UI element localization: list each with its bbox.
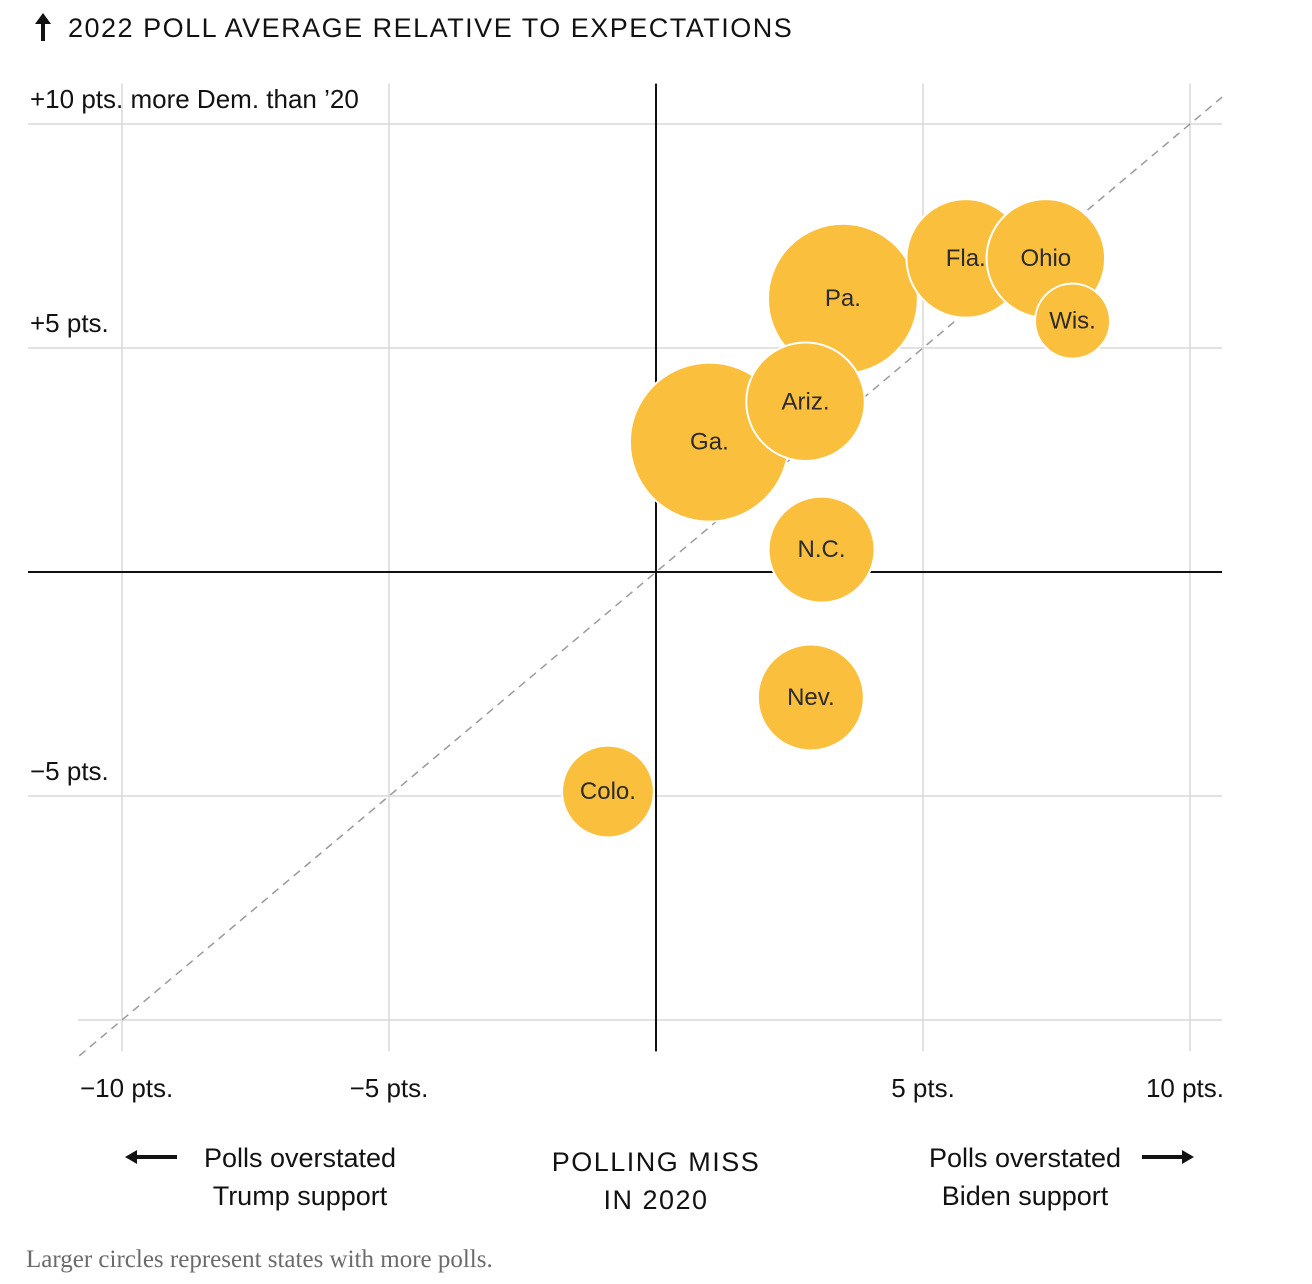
right-annotation-line2: Biden support <box>942 1181 1109 1211</box>
bubble-nc <box>767 495 876 604</box>
x-tick-label: −5 pts. <box>350 1073 429 1103</box>
bubble-label: Pa. <box>825 285 861 312</box>
arrow-left-icon <box>125 1150 177 1164</box>
right-annotation-line1: Polls overstated <box>929 1143 1121 1173</box>
bubble-label: Ariz. <box>782 388 830 415</box>
chart-title: 2022 POLL AVERAGE RELATIVE TO EXPECTATIO… <box>35 13 793 43</box>
bubble-label: Fla. <box>946 245 986 272</box>
footnote: Larger circles represent states with mor… <box>26 1246 493 1273</box>
bubble-nev <box>756 643 865 752</box>
bubble-wis <box>1034 282 1111 360</box>
bubble-label: Ga. <box>690 429 729 456</box>
tick-labels: +10 pts. more Dem. than ’20 +5 pts. −5 pts… <box>30 84 1224 1103</box>
arrow-up-icon <box>35 13 51 41</box>
bubble-ariz <box>745 341 866 463</box>
chart-title-text: 2022 POLL AVERAGE RELATIVE TO EXPECTATIO… <box>68 13 793 43</box>
x-axis-title: POLLING MISS IN 2020 <box>552 1147 761 1215</box>
bubble-label: Ohio <box>1020 245 1071 272</box>
left-annotation-line1: Polls overstated <box>204 1143 396 1173</box>
bubble-label: Colo. <box>580 778 636 805</box>
x-axis-title-line2: IN 2020 <box>603 1185 708 1215</box>
bubble-label: N.C. <box>798 536 846 563</box>
arrow-right-icon <box>1142 1150 1194 1164</box>
x-annotation-left: Polls overstated Trump support <box>125 1143 396 1211</box>
axes <box>28 83 1223 1057</box>
left-annotation-line2: Trump support <box>213 1181 388 1211</box>
x-tick-label: 10 pts. <box>1146 1073 1224 1103</box>
x-tick-label: 5 pts. <box>891 1073 955 1103</box>
y-tick-label: +10 pts. more Dem. than ’20 <box>30 84 359 114</box>
x-annotation-right: Polls overstated Biden support <box>929 1143 1194 1211</box>
y-tick-label: −5 pts. <box>30 756 109 786</box>
diagonal-reference-line <box>78 96 1223 1057</box>
y-tick-label: +5 pts. <box>30 308 109 338</box>
bubble-label: Wis. <box>1049 308 1096 335</box>
bubbles: Colo. Nev. N.C. Ariz. Ga. Pa. Fla. Ohio Wis. <box>561 198 1111 839</box>
bubble-label: Nev. <box>787 684 835 711</box>
x-tick-label: −10 pts. <box>80 1073 173 1103</box>
x-axis-title-line1: POLLING MISS <box>552 1147 761 1177</box>
bubble-colo <box>561 744 655 839</box>
